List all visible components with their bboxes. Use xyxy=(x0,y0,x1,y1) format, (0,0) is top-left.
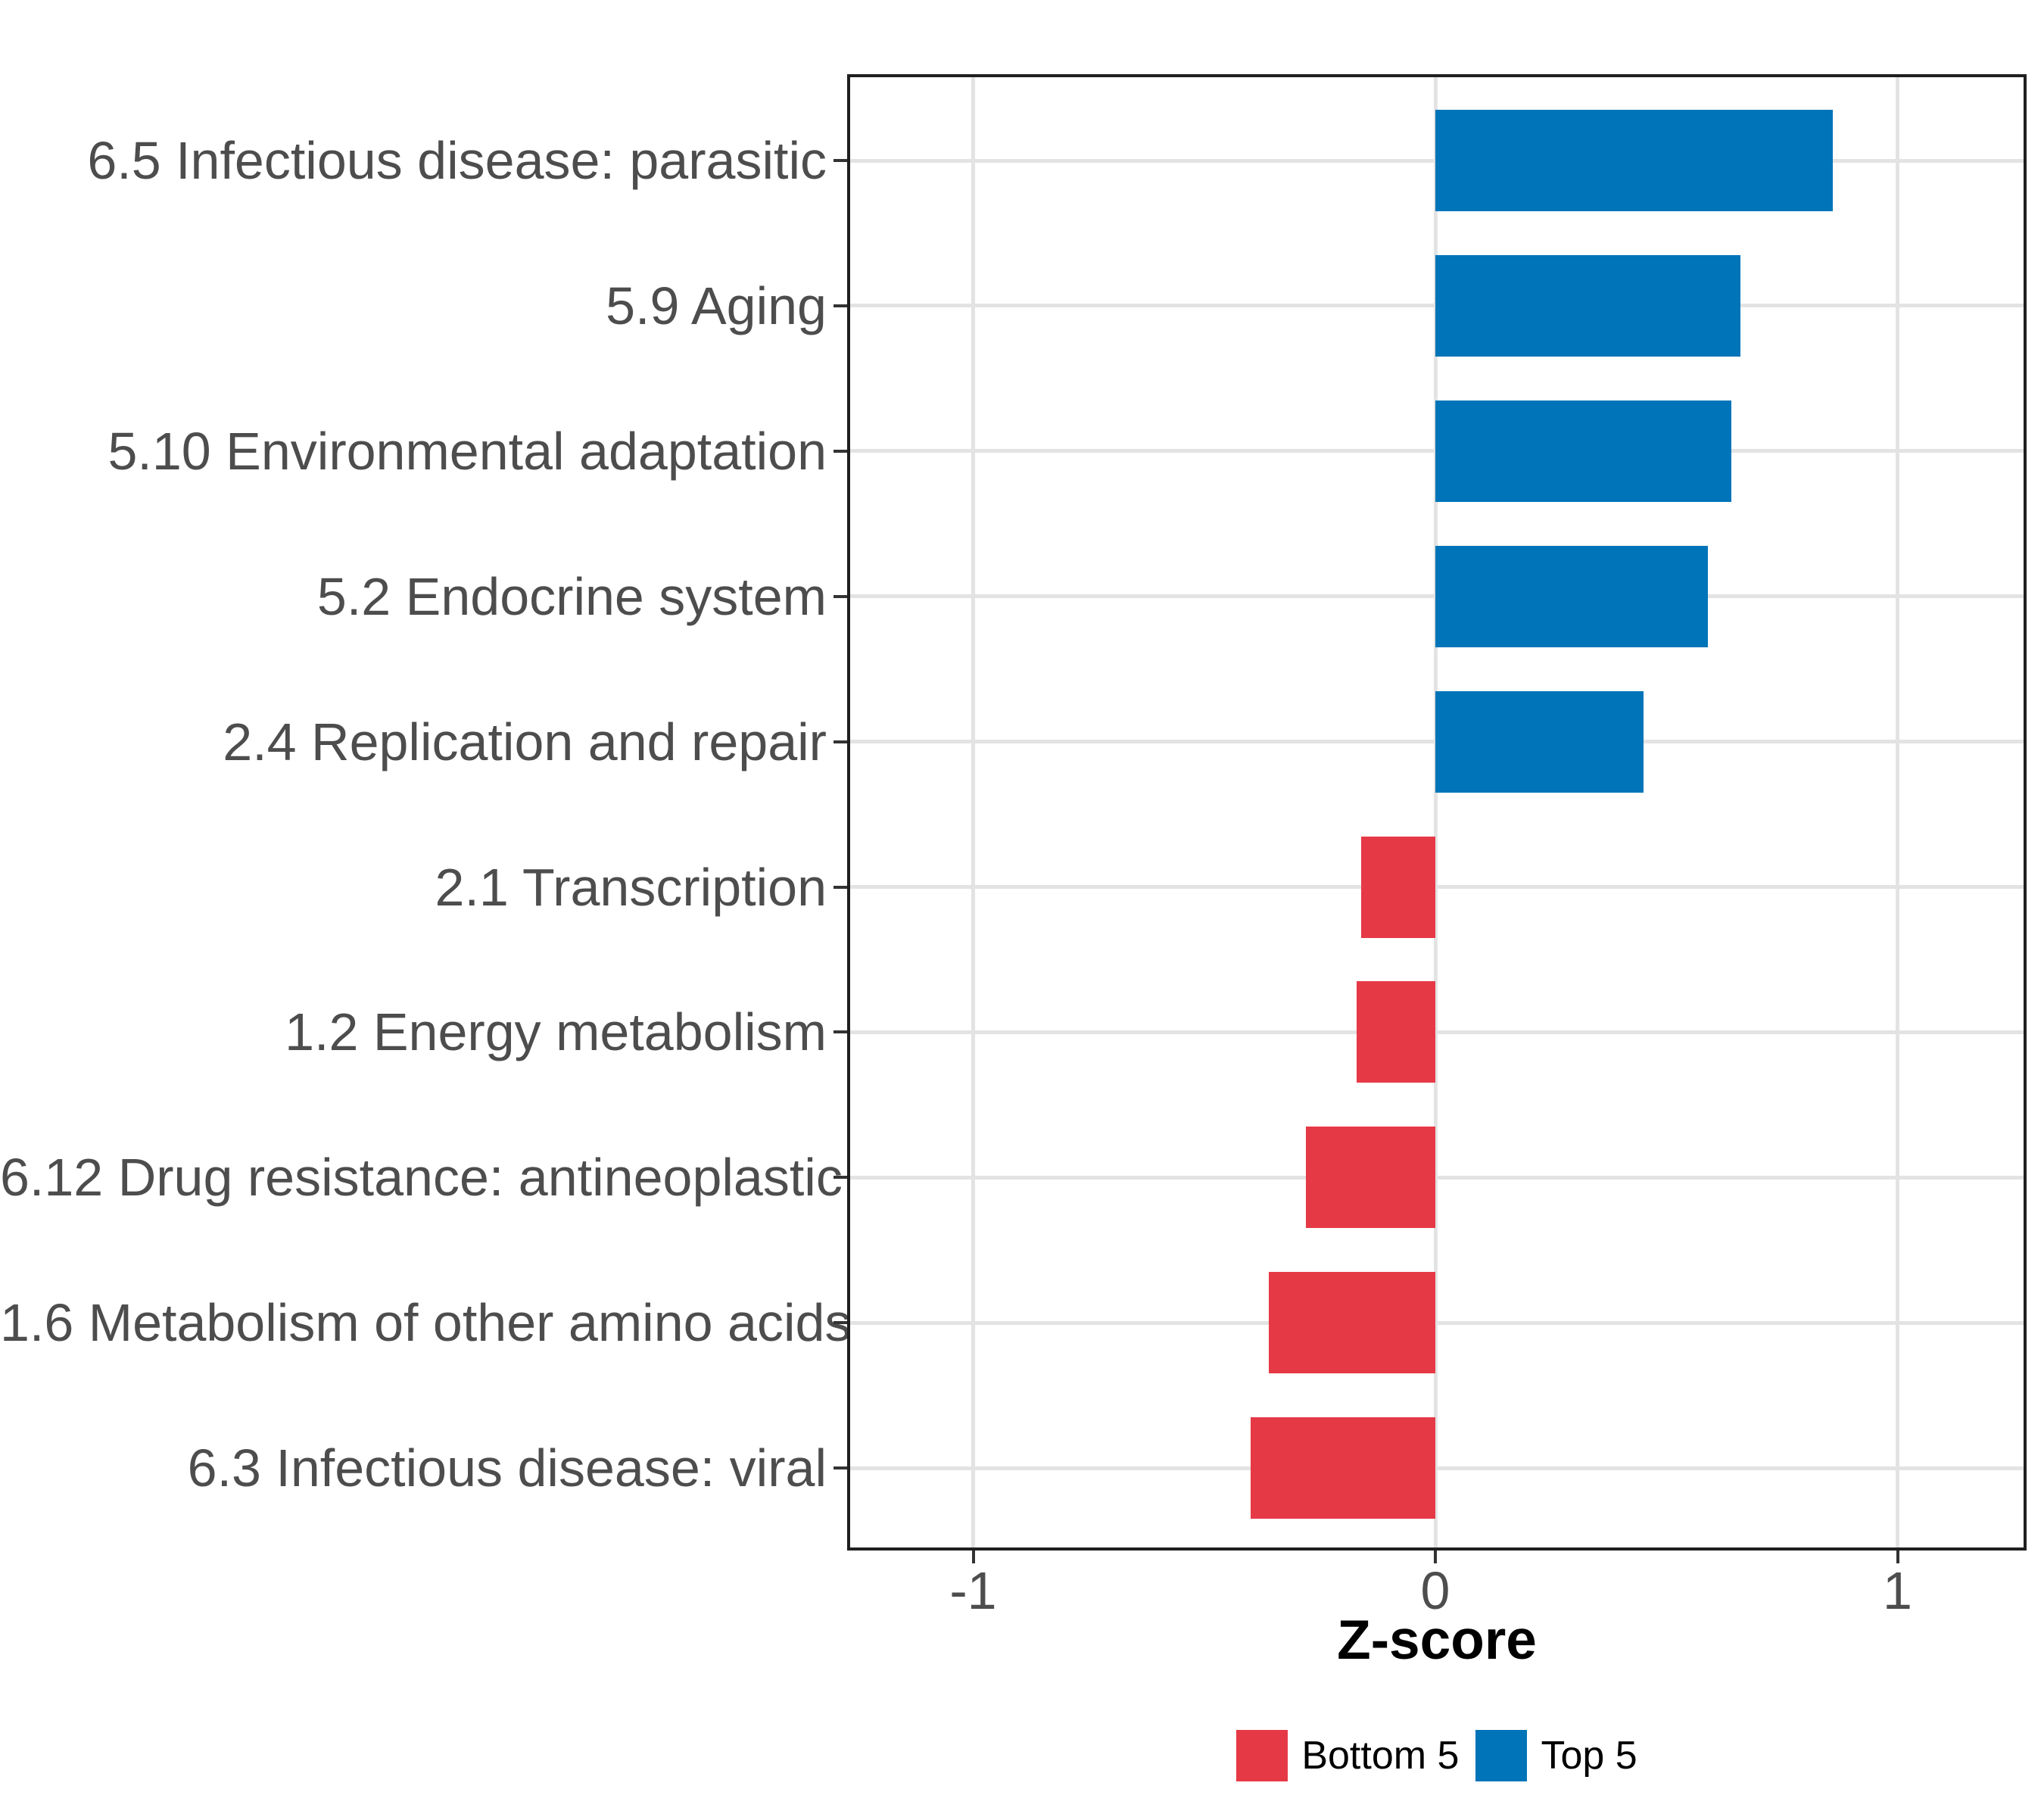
category-label: 6.5 Infectious disease: parasitic xyxy=(87,131,827,190)
legend-color-swatch xyxy=(1475,1730,1528,1781)
category-label: 5.2 Endocrine system xyxy=(316,566,827,626)
bar-negative xyxy=(1361,836,1435,938)
bar-negative xyxy=(1357,981,1435,1083)
category-label: 6.3 Infectious disease: viral xyxy=(187,1438,827,1498)
category-label: 1.2 Energy metabolism xyxy=(285,1002,827,1062)
bar-negative xyxy=(1269,1272,1435,1374)
y-axis-tick xyxy=(833,1466,847,1470)
x-gridline xyxy=(971,74,975,1551)
x-axis-tick xyxy=(971,1551,975,1563)
bar-negative xyxy=(1306,1127,1435,1229)
bar-positive xyxy=(1435,400,1731,502)
x-axis-tick xyxy=(1434,1551,1437,1563)
y-axis-tick xyxy=(833,159,847,162)
category-label: 5.10 Environmental adaptation xyxy=(107,421,827,481)
bar-positive xyxy=(1435,545,1709,647)
x-gridline xyxy=(1433,74,1438,1551)
y-gridline xyxy=(847,1175,2027,1180)
legend-label: Bottom 5 xyxy=(1301,1734,1460,1778)
x-tick-label: 0 xyxy=(1420,1561,1450,1620)
y-gridline xyxy=(847,885,2027,889)
bar-positive xyxy=(1435,690,1644,793)
legend-item: Bottom 5 xyxy=(1236,1730,1459,1781)
y-axis-tick xyxy=(833,885,847,889)
y-axis-tick xyxy=(833,449,847,453)
legend: Bottom 5 Top 5 xyxy=(847,1730,2027,1781)
x-axis-title: Z-score xyxy=(1337,1610,1537,1671)
category-label: 6.12 Drug resistance: antineoplastic xyxy=(0,1148,843,1208)
x-tick-label: -1 xyxy=(949,1561,997,1620)
x-tick-label: 1 xyxy=(1883,1561,1912,1620)
y-gridline xyxy=(847,1466,2027,1470)
y-axis-tick xyxy=(833,1176,847,1180)
bar-positive xyxy=(1435,254,1740,357)
y-axis-tick xyxy=(833,594,847,598)
y-gridline xyxy=(847,1320,2027,1325)
x-axis-tick xyxy=(1896,1551,1899,1563)
y-gridline xyxy=(847,1030,2027,1034)
y-axis-tick xyxy=(833,304,847,307)
legend-label: Top 5 xyxy=(1541,1734,1637,1778)
y-axis-tick xyxy=(833,1030,847,1034)
y-axis-tick xyxy=(833,1321,847,1325)
category-label: 2.4 Replication and repair xyxy=(223,712,827,771)
category-label: 2.1 Transcription xyxy=(435,857,827,917)
legend-item: Top 5 xyxy=(1475,1730,1637,1781)
bar-positive xyxy=(1435,110,1834,211)
x-gridline xyxy=(1896,74,1899,1551)
y-axis-tick xyxy=(833,740,847,743)
category-label: 1.6 Metabolism of other amino acids xyxy=(0,1293,852,1353)
legend-color-swatch xyxy=(1236,1730,1288,1781)
category-label: 5.9 Aging xyxy=(606,276,827,335)
bar-negative xyxy=(1250,1417,1435,1519)
